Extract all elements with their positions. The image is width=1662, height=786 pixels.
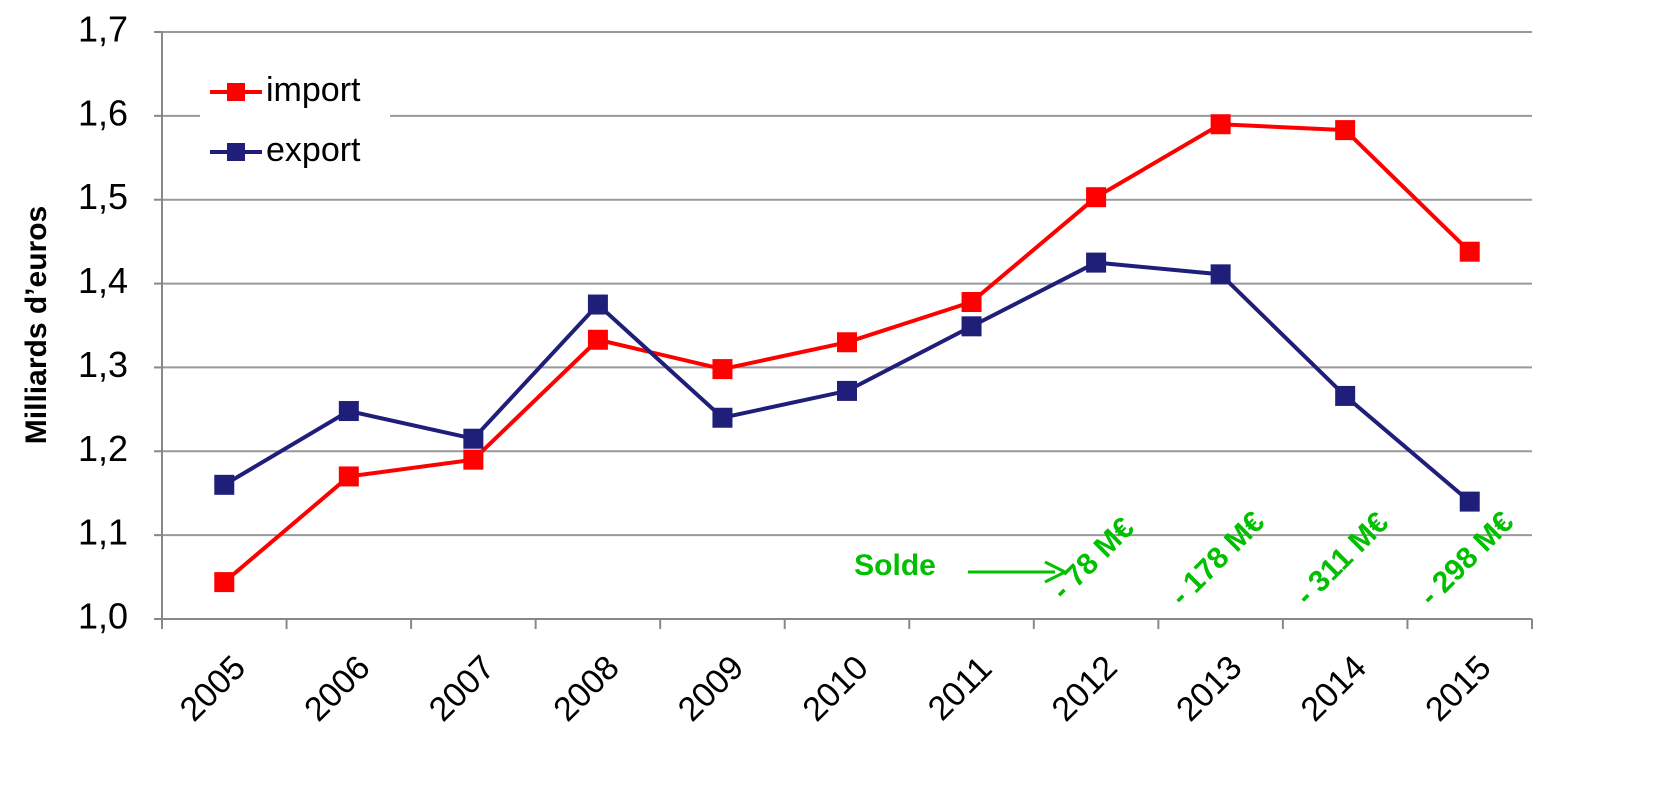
data-point [1086, 187, 1107, 208]
solde-value: - 78 M€ [1045, 511, 1140, 606]
y-tick-label: 1,0 [78, 596, 128, 637]
data-point [1459, 491, 1480, 512]
data-point [463, 428, 484, 449]
legend-label: export [266, 131, 361, 169]
data-point [587, 294, 608, 315]
data-point [214, 572, 235, 593]
data-point [587, 329, 608, 350]
y-tick-label: 1,1 [78, 512, 128, 553]
data-point [961, 292, 982, 313]
data-point [338, 466, 359, 487]
y-axis-label: Milliards d’euros [20, 206, 53, 444]
y-tick-label: 1,6 [78, 92, 128, 133]
x-tick-label: 2007 [422, 648, 502, 728]
solde-label: Solde [854, 549, 936, 582]
x-tick-label: 2010 [795, 648, 875, 728]
data-point [338, 401, 359, 422]
data-point [712, 359, 733, 380]
data-point [837, 332, 857, 353]
y-tick-label: 1,3 [78, 344, 128, 385]
x-tick-label: 2012 [1044, 648, 1124, 728]
data-point [463, 449, 484, 470]
solde-value: - 298 M€ [1413, 505, 1520, 612]
x-tick-label: 2014 [1294, 648, 1374, 728]
y-tick-label: 1,4 [78, 260, 128, 301]
y-tick-label: 1,2 [78, 428, 128, 469]
x-tick-label: 2006 [297, 648, 377, 728]
legend-box [200, 62, 390, 184]
data-point [1335, 120, 1356, 141]
x-tick-label: 2015 [1418, 648, 1498, 728]
legend-marker [227, 83, 245, 101]
data-point [1210, 264, 1231, 285]
data-point [961, 316, 982, 337]
data-point [1335, 385, 1356, 406]
solde-arrowhead [1044, 560, 1069, 584]
x-tick-label: 2011 [921, 649, 1000, 728]
data-point [1210, 114, 1231, 135]
x-tick-label: 2009 [671, 648, 751, 728]
data-point [214, 474, 235, 495]
data-point [712, 407, 733, 428]
solde-value: - 311 M€ [1289, 506, 1395, 612]
data-point [1459, 241, 1480, 262]
x-tick-label: 2008 [546, 648, 626, 728]
data-point [1086, 252, 1107, 273]
x-tick-label: 2013 [1169, 648, 1249, 728]
solde-value: - 178 M€ [1164, 505, 1271, 612]
legend-marker [227, 143, 245, 161]
y-tick-label: 1,5 [78, 176, 128, 217]
y-tick-label: 1,7 [78, 9, 128, 50]
legend-label: import [266, 71, 361, 109]
data-point [837, 380, 857, 401]
series-line [222, 122, 1472, 584]
x-tick-label: 2005 [173, 648, 253, 728]
